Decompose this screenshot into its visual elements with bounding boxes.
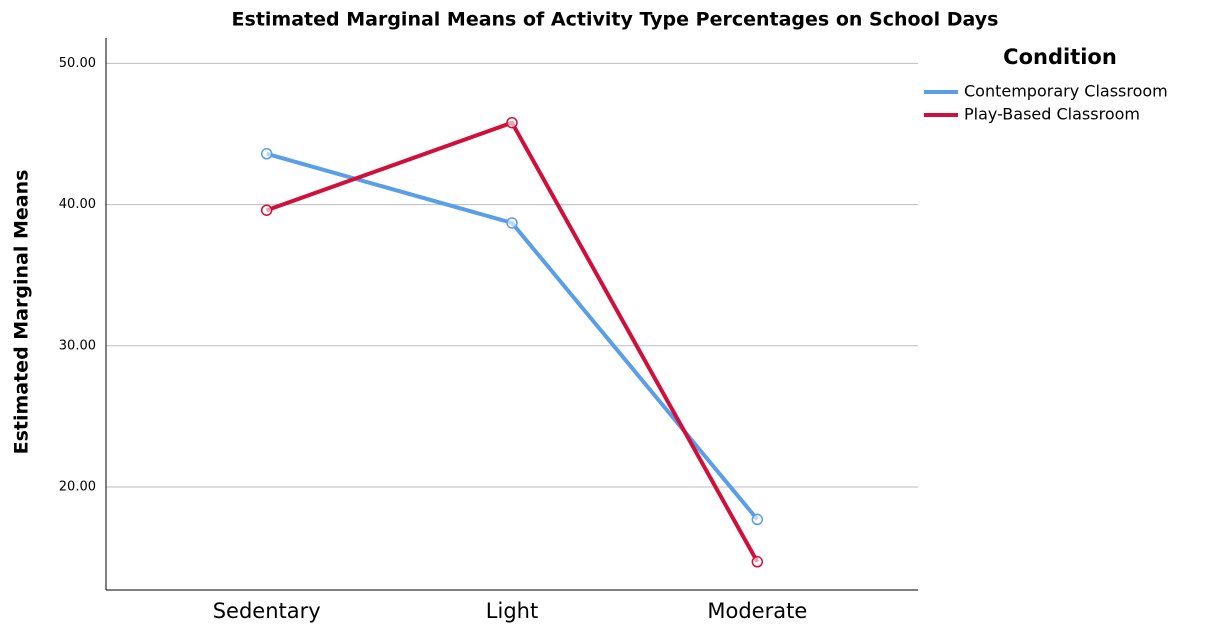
point-marker: [260, 204, 273, 216]
y-tick-label: 20.00: [59, 479, 96, 494]
chart-title: Estimated Marginal Means of Activity Typ…: [232, 9, 999, 31]
point-marker: [751, 513, 764, 526]
x-tick-label: Sedentary: [213, 599, 321, 623]
legend-label: Contemporary Classroom: [964, 82, 1168, 101]
point-marker: [260, 148, 273, 160]
y-axis-label: Estimated Marginal Means: [11, 170, 33, 455]
legend-title: Condition: [1003, 45, 1117, 69]
y-tick-label: 50.00: [59, 56, 96, 71]
series-line: [266, 120, 760, 563]
x-tick-label: Moderate: [707, 599, 807, 623]
x-tick-label: Light: [486, 599, 538, 623]
series-line: [266, 151, 759, 521]
point-marker: [506, 116, 518, 129]
point-marker: [751, 556, 764, 568]
point-marker: [506, 217, 518, 229]
y-tick-label: 30.00: [59, 338, 96, 353]
y-tick-label: 40.00: [59, 197, 96, 212]
legend-label: Play-Based Classroom: [964, 105, 1140, 124]
